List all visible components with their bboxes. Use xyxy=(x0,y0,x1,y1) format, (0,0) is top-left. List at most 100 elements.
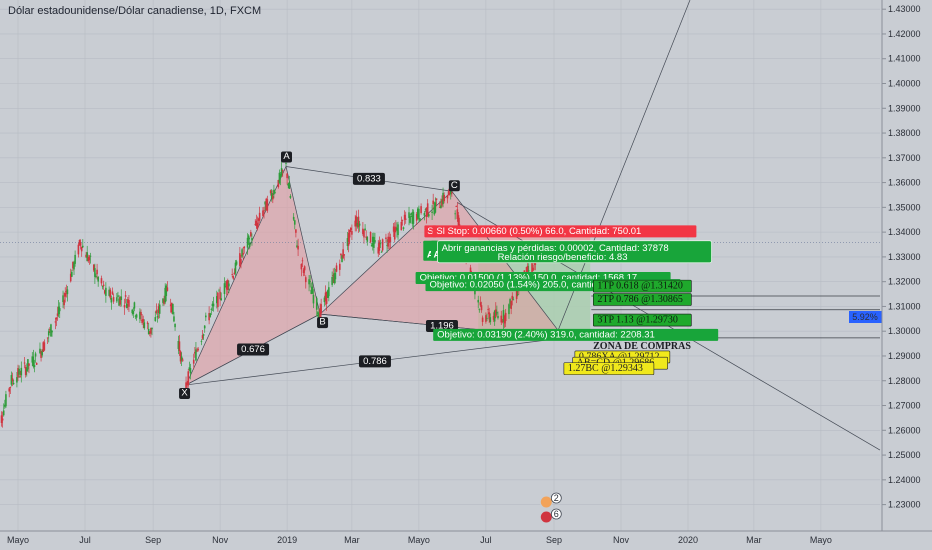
ratio-label: 1.196 xyxy=(430,321,454,332)
candle-body xyxy=(363,230,365,238)
candle-body xyxy=(258,212,261,221)
candle-body xyxy=(320,304,322,314)
candle-body xyxy=(262,210,264,216)
candle-body xyxy=(156,316,159,318)
candle-body xyxy=(432,200,434,205)
candle-body xyxy=(251,238,253,241)
candle-body xyxy=(177,340,180,349)
candle-body xyxy=(155,310,158,313)
candle-body xyxy=(187,371,190,386)
candle-body xyxy=(123,305,126,308)
candle-body xyxy=(393,227,396,240)
y-tick-label: 1.34000 xyxy=(888,227,921,237)
candle-body xyxy=(308,279,310,285)
candle-body xyxy=(400,221,403,231)
candle-body xyxy=(324,292,327,301)
candle-body xyxy=(503,315,506,324)
candle-body xyxy=(149,331,151,333)
candle-body xyxy=(395,226,397,231)
candle-body xyxy=(178,341,181,352)
candle-body xyxy=(19,376,21,378)
candle-body xyxy=(194,352,196,354)
x-tick-label: Mar xyxy=(746,535,762,545)
candle-body xyxy=(133,302,136,309)
pattern-point-b: B xyxy=(319,317,325,328)
candle-body xyxy=(355,216,358,226)
candle-body xyxy=(18,368,20,375)
candle-body xyxy=(164,287,166,303)
position-prefix-a: A xyxy=(427,249,434,260)
x-tick-label: Mayo xyxy=(810,535,832,545)
candle-body xyxy=(174,323,176,328)
candle-body xyxy=(401,219,404,221)
ratio-label: 0.676 xyxy=(241,344,265,355)
fib-label-3: 1.27BC @1.29343 xyxy=(568,363,643,374)
candle-body xyxy=(480,305,483,311)
target-label-1: Objetivo: 0.01500 (1.13%) 150.0, cantida… xyxy=(420,272,638,283)
candle-body xyxy=(280,168,283,176)
y-tick-label: 1.23000 xyxy=(888,500,921,510)
candle-body xyxy=(82,245,84,248)
candle-body xyxy=(139,311,141,320)
candle-body xyxy=(63,299,65,306)
candle-body xyxy=(77,244,80,255)
candle-body xyxy=(501,321,504,323)
candle-body xyxy=(239,253,241,267)
candle-body xyxy=(131,309,134,314)
candle-body xyxy=(73,262,75,270)
candle-body xyxy=(346,238,349,246)
candle-body xyxy=(40,351,42,358)
candle-body xyxy=(248,241,251,247)
y-tick-label: 1.36000 xyxy=(888,178,921,188)
candle-body xyxy=(457,215,460,229)
candle-body xyxy=(228,283,230,287)
candle-body xyxy=(492,315,495,320)
candle-body xyxy=(289,196,292,198)
candle-body xyxy=(411,215,414,224)
candle-body xyxy=(254,224,257,226)
candle-body xyxy=(39,348,41,354)
candle-body xyxy=(431,211,433,213)
candle-body xyxy=(278,172,281,183)
x-tick-label: Jul xyxy=(79,535,91,545)
candle-body xyxy=(88,256,91,261)
candle-body xyxy=(120,296,123,301)
candle-body xyxy=(33,365,36,368)
candle-body xyxy=(235,261,238,265)
candle-body xyxy=(132,311,135,315)
pattern-point-a: A xyxy=(283,151,290,162)
position-label-line1: Abrir ganancias y pérdidas: 0.00002, Can… xyxy=(442,243,669,254)
candle-body xyxy=(103,290,106,294)
y-tick-label: 1.31000 xyxy=(888,301,921,311)
chart-title: Dólar estadounidense/Dólar canadiense, 1… xyxy=(8,5,262,17)
pattern-point-c-box xyxy=(448,180,460,192)
target-label-3: Objetivo: 0.03190 (2.40%) 319.0, cantida… xyxy=(437,329,655,340)
candle-body xyxy=(226,280,229,291)
candle-body xyxy=(28,363,30,366)
y-tick-label: 1.32000 xyxy=(888,277,921,287)
candle-body xyxy=(241,249,243,257)
candle-body xyxy=(440,205,442,209)
candle-body xyxy=(4,404,6,407)
candle-body xyxy=(209,313,212,317)
candle-body xyxy=(373,237,375,248)
candle-body xyxy=(86,252,88,262)
candle-body xyxy=(479,302,482,306)
candle-body xyxy=(385,237,387,240)
candle-body xyxy=(125,303,128,308)
candle-body xyxy=(56,313,59,316)
candle-body xyxy=(79,242,82,246)
percent-badge-box xyxy=(849,311,882,323)
candle-body xyxy=(231,274,233,275)
ratio-label-box xyxy=(352,172,385,185)
candle-body xyxy=(162,298,164,303)
candle-body xyxy=(134,315,137,317)
x-tick-label: 2019 xyxy=(277,535,297,545)
candle-body xyxy=(434,202,437,213)
candle-body xyxy=(339,263,341,270)
candle-body xyxy=(342,249,344,258)
candle-body xyxy=(34,353,37,357)
candle-body xyxy=(418,208,420,220)
candle-body xyxy=(205,315,207,318)
